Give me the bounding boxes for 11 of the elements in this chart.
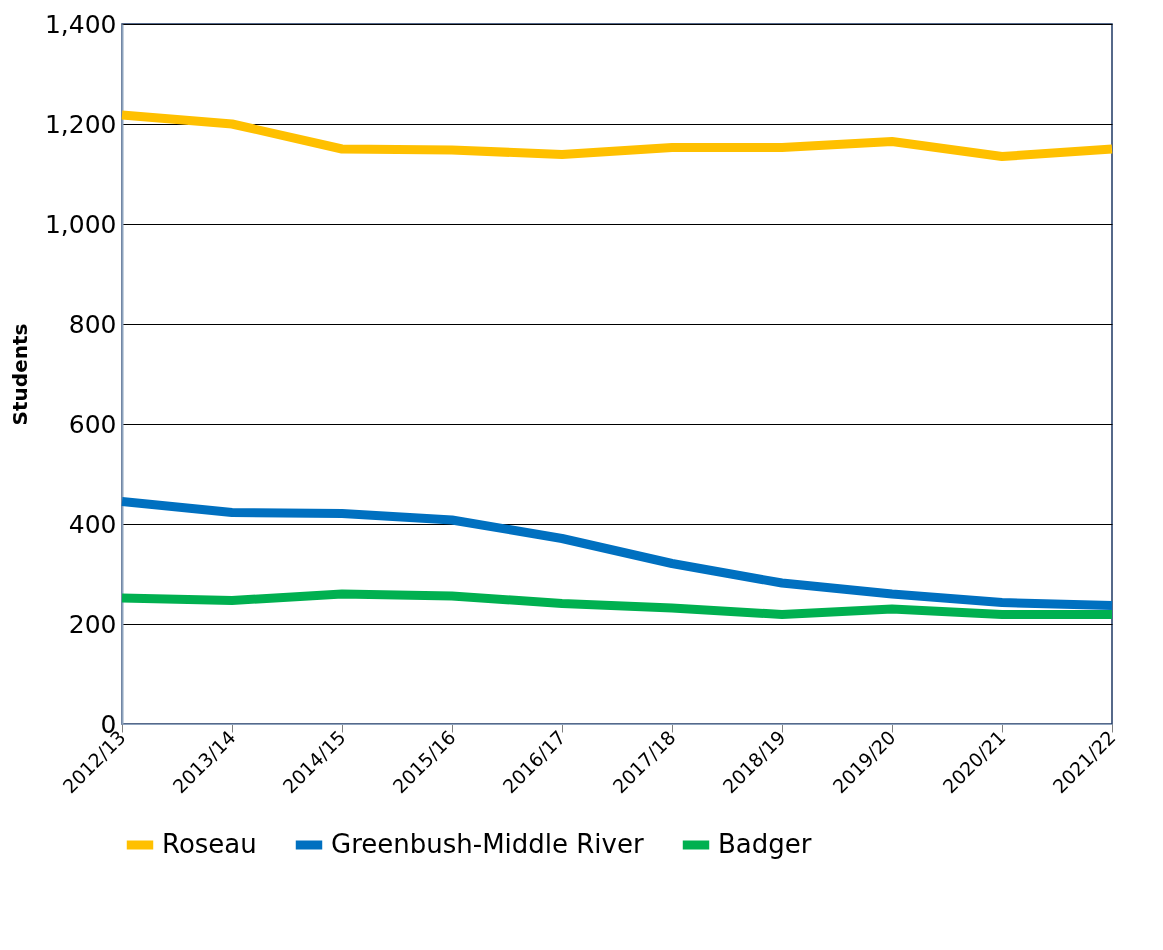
legend-label: Badger bbox=[718, 829, 812, 859]
y-tick-label: 1,200 bbox=[44, 109, 117, 139]
legend-label: Roseau bbox=[162, 829, 257, 859]
y-tick-label: 400 bbox=[68, 509, 117, 539]
y-tick-label: 800 bbox=[68, 309, 117, 339]
y-axis-title: Students bbox=[7, 323, 32, 426]
y-tick-label: 1,000 bbox=[44, 209, 117, 239]
y-tick-label: 600 bbox=[68, 409, 117, 439]
y-tick-label: 1,400 bbox=[44, 9, 117, 39]
y-tick-label: 200 bbox=[68, 609, 117, 639]
legend-label: Greenbush-Middle River bbox=[331, 829, 644, 859]
